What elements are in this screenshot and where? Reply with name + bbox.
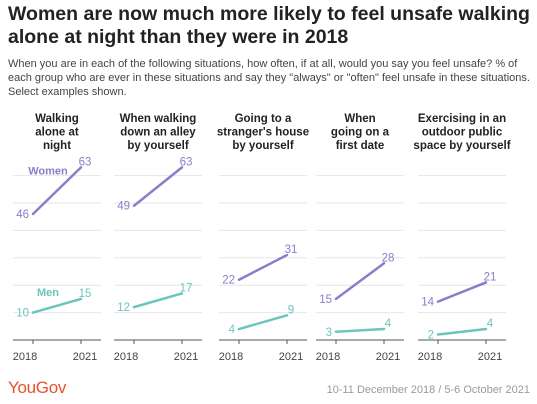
series-line-women bbox=[436, 281, 488, 303]
series-line-men bbox=[132, 292, 184, 309]
x-tick-label: 2018 bbox=[114, 351, 138, 363]
panel-title-line: by yourself bbox=[127, 140, 189, 152]
panel-title-line: space by yourself bbox=[413, 140, 510, 152]
panel-title-line: by yourself bbox=[232, 140, 294, 152]
series-line-men bbox=[237, 314, 289, 331]
data-label: 22 bbox=[222, 275, 235, 287]
panel-title-line: When walking bbox=[120, 113, 197, 125]
series-name-men: Men bbox=[37, 287, 59, 299]
data-label: 4 bbox=[385, 318, 392, 330]
x-tick-label: 2021 bbox=[279, 351, 303, 363]
panel-title-line: night bbox=[43, 140, 71, 152]
data-label: 2 bbox=[428, 330, 434, 342]
panel-title-line: first date bbox=[336, 140, 385, 152]
chart-title: Women are now much more likely to feel u… bbox=[8, 3, 530, 48]
data-label: 17 bbox=[180, 282, 193, 294]
panel-title-line: Walking bbox=[35, 113, 79, 125]
panel-title-line: going on a bbox=[331, 127, 390, 139]
x-tick-label: 2021 bbox=[73, 351, 97, 363]
data-label: 46 bbox=[16, 209, 29, 221]
panel-title-line: down an alley bbox=[120, 127, 196, 139]
data-label: 28 bbox=[382, 252, 395, 264]
series-line-men bbox=[31, 297, 83, 314]
panel-title-line: outdoor public bbox=[422, 127, 503, 139]
data-label: 63 bbox=[79, 156, 92, 168]
data-label: 9 bbox=[288, 304, 294, 316]
series-name-women: Women bbox=[28, 166, 68, 178]
x-tick-label: 2018 bbox=[418, 351, 442, 363]
x-tick-label: 2021 bbox=[376, 351, 400, 363]
x-tick-label: 2018 bbox=[13, 351, 37, 363]
chart-subtitle: When you are in each of the following si… bbox=[8, 58, 530, 98]
series-line-women bbox=[334, 262, 386, 301]
data-label: 14 bbox=[421, 297, 434, 309]
data-label: 4 bbox=[487, 318, 494, 330]
data-label: 63 bbox=[180, 156, 193, 168]
survey-dates: 10-11 December 2018 / 5-6 October 2021 bbox=[326, 384, 530, 396]
x-tick-label: 2018 bbox=[219, 351, 243, 363]
panel-title-line: When bbox=[344, 113, 375, 125]
data-label: 3 bbox=[326, 327, 332, 339]
series-line-women bbox=[237, 253, 289, 281]
panel-title-line: Exercising in an bbox=[418, 113, 506, 125]
series-line-women bbox=[31, 166, 83, 216]
series-line-men bbox=[436, 327, 488, 336]
data-label: 49 bbox=[117, 201, 130, 213]
panel-title-line: alone at bbox=[35, 127, 79, 139]
x-tick-label: 2021 bbox=[174, 351, 198, 363]
data-label: 15 bbox=[79, 288, 92, 300]
data-label: 10 bbox=[16, 308, 29, 320]
series-line-women bbox=[132, 166, 184, 207]
data-label: 12 bbox=[117, 302, 130, 314]
series-line-men bbox=[334, 327, 386, 334]
data-label: 31 bbox=[285, 244, 298, 256]
data-label: 15 bbox=[319, 294, 332, 306]
x-tick-label: 2018 bbox=[316, 351, 340, 363]
data-label: 4 bbox=[229, 324, 236, 336]
panel-title-line: stranger's house bbox=[217, 127, 309, 139]
x-tick-label: 2021 bbox=[478, 351, 502, 363]
data-label: 21 bbox=[484, 271, 497, 283]
yougov-logo: YouGov bbox=[8, 378, 67, 397]
panel-title-line: Going to a bbox=[235, 113, 292, 125]
